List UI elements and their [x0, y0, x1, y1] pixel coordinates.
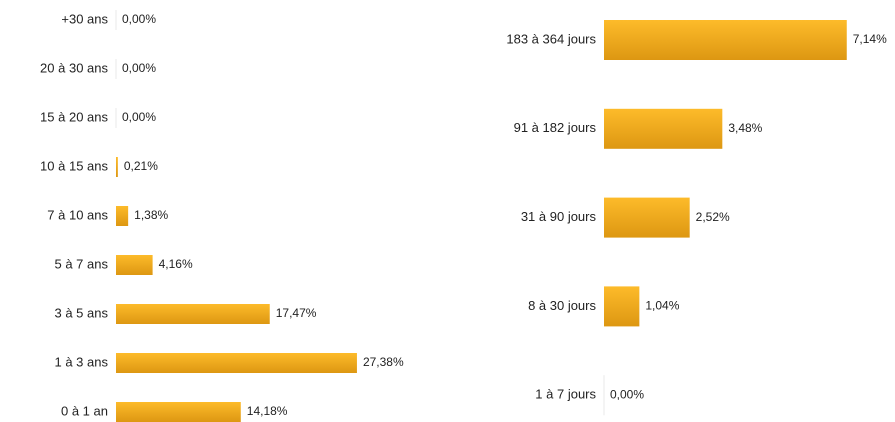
value-label: 7,14%: [853, 32, 887, 46]
bar: [116, 402, 241, 422]
bar: [116, 353, 357, 373]
category-label: 0 à 1 an: [61, 403, 108, 418]
category-label: 15 à 20 ans: [40, 109, 108, 124]
bar: [604, 20, 847, 60]
bar: [604, 108, 723, 149]
category-label: 183 à 364 jours: [506, 31, 596, 46]
category-label: 7 à 10 ans: [47, 207, 108, 222]
bar: [604, 286, 640, 327]
value-label: 1,04%: [645, 299, 679, 313]
value-label: 0,21%: [124, 159, 158, 173]
value-label: 0,00%: [122, 61, 156, 75]
value-label: 27,38%: [363, 355, 404, 369]
bar: [116, 157, 118, 177]
value-label: 2,52%: [696, 210, 730, 224]
value-label: 0,00%: [122, 12, 156, 26]
bar: [604, 197, 690, 238]
category-label: 10 à 15 ans: [40, 158, 108, 173]
value-label: 3,48%: [728, 121, 762, 135]
category-label: +30 ans: [61, 11, 108, 26]
category-label: 91 à 182 jours: [514, 120, 597, 135]
value-label: 14,18%: [247, 404, 288, 418]
bar: [116, 206, 129, 226]
category-label: 31 à 90 jours: [521, 209, 597, 224]
category-label: 20 à 30 ans: [40, 60, 108, 75]
category-label: 1 à 3 ans: [55, 354, 109, 369]
category-label: 8 à 30 jours: [528, 298, 596, 313]
value-label: 0,00%: [610, 387, 644, 401]
value-label: 1,38%: [134, 208, 168, 222]
category-label: 5 à 7 ans: [55, 256, 109, 271]
value-label: 4,16%: [159, 257, 193, 271]
category-label: 3 à 5 ans: [55, 305, 109, 320]
value-label: 17,47%: [276, 306, 317, 320]
bar: [116, 255, 153, 275]
category-label: 1 à 7 jours: [535, 387, 596, 402]
value-label: 0,00%: [122, 110, 156, 124]
bar: [116, 304, 270, 324]
